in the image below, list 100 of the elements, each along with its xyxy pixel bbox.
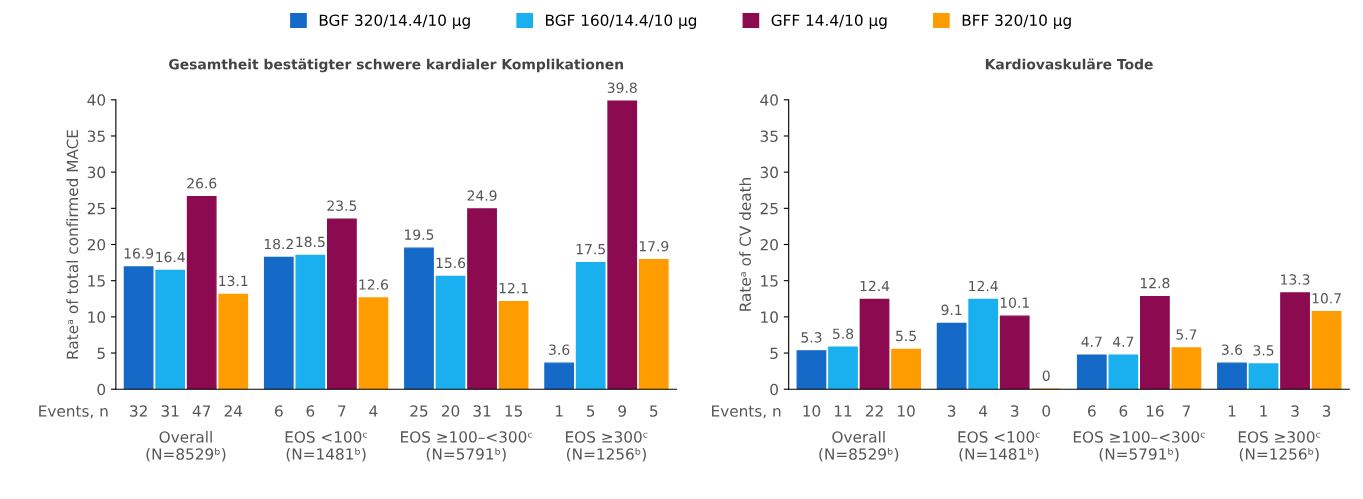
y-tick-label: 40: [87, 94, 106, 106]
text: 1: [1260, 405, 1267, 417]
y-tick-label: 10: [88, 311, 106, 323]
x-tick-label: EOS <100ᶜ (N=1481ᵇ): [958, 431, 1040, 462]
y-tick-label: 25: [87, 202, 105, 215]
text: 24: [224, 405, 243, 417]
text: 6: [1088, 405, 1096, 417]
legend-label: GFF 14.4/10 µg: [771, 14, 887, 29]
legend-label: BGF 320/14.4/10 µg: [319, 14, 470, 29]
bar: [1248, 363, 1279, 390]
bar: [326, 218, 357, 390]
y-tick-label: 20: [760, 238, 778, 251]
data-label: 23.5: [327, 200, 357, 211]
y-tick-label: 35: [87, 130, 105, 142]
data-label: 16.9: [124, 248, 154, 259]
bar: [891, 348, 921, 390]
data-label: 12.6: [359, 279, 389, 290]
text: 4: [369, 405, 378, 417]
data-label: 5.8: [833, 328, 854, 340]
data-label: 10.1: [1000, 297, 1029, 308]
text: 6: [306, 405, 315, 417]
data-label: 18.5: [296, 236, 325, 248]
x-tick-label: EOS ≥100–<300ᶜ (N=5791ᵇ): [401, 431, 533, 462]
bar: [1311, 311, 1342, 390]
text: 10: [803, 405, 821, 417]
text: 16: [1146, 405, 1164, 417]
bar: [1217, 362, 1247, 390]
text: 4: [979, 405, 988, 417]
chart-title: Kardiovaskuläre Tode: [985, 58, 1153, 70]
data-label: 12.1: [499, 282, 528, 294]
bar: [1108, 354, 1139, 390]
bar: [999, 315, 1030, 390]
text: 6: [1119, 405, 1128, 417]
data-label: 13.1: [219, 275, 248, 287]
text: 11: [834, 405, 852, 417]
y-tick-label: 15: [88, 275, 105, 287]
x-tick-label: EOS <100ᶜ (N=1481ᵇ): [285, 431, 368, 462]
y-tick-label: 40: [760, 94, 778, 106]
bar: [544, 362, 575, 390]
text: 20: [441, 405, 460, 417]
text: 0: [1042, 405, 1051, 417]
text: 3: [1291, 405, 1299, 417]
bar: [155, 269, 186, 390]
text: 5: [587, 405, 595, 417]
y-tick-label: 0: [97, 383, 106, 396]
bar: [1139, 295, 1170, 390]
y-tick-label: 5: [97, 347, 105, 360]
text: 3: [947, 405, 956, 417]
y-axis-title: Rateᵃ of CV death: [739, 178, 751, 311]
bar: [404, 247, 434, 390]
data-label: 5.7: [1176, 329, 1197, 340]
data-label: 12.8: [1140, 277, 1170, 289]
data-label: 26.6: [187, 178, 217, 189]
text: 3: [1322, 405, 1331, 417]
y-tick-label: 20: [87, 238, 106, 251]
text: 15: [505, 405, 522, 417]
bar: [1076, 354, 1107, 390]
data-label: 4.7: [1112, 336, 1134, 347]
text: 25: [410, 405, 428, 417]
data-label: 19.5: [405, 229, 434, 240]
data-label: 5.5: [896, 330, 916, 342]
data-label: 18.2: [264, 238, 293, 250]
data-label: 24.9: [467, 190, 497, 201]
data-label: 15.6: [436, 257, 466, 269]
text: 31: [473, 405, 491, 417]
x-tick-label: Overall (N=8529ᵇ): [819, 430, 899, 462]
x-tick-label: Overall (N=8529ᵇ): [146, 430, 226, 462]
data-label: 13.3: [1281, 274, 1310, 285]
bar: [607, 100, 638, 390]
bar: [358, 297, 389, 390]
text: 1: [1228, 405, 1236, 417]
y-tick-label: 10: [761, 311, 778, 323]
y-tick-label: 25: [760, 202, 778, 215]
x-tick-label: EOS ≥100–<300ᶜ (N=5791ᵇ): [1073, 431, 1205, 462]
bar: [828, 346, 858, 390]
bar: [295, 254, 326, 390]
data-label: 5.3: [801, 332, 822, 343]
bar: [1280, 292, 1310, 390]
bar: [575, 261, 606, 390]
data-label: 12.4: [860, 280, 890, 292]
text: Events, n: [39, 405, 108, 419]
bar: [263, 256, 294, 390]
text: 6: [275, 405, 283, 417]
y-tick-label: 0: [770, 383, 778, 396]
legend-label: BGF 160/14.4/10 µg: [546, 14, 697, 29]
text: 10: [898, 405, 915, 417]
text: 3: [1011, 405, 1019, 417]
text: 31: [161, 405, 179, 417]
text: 7: [338, 405, 346, 417]
bar: [638, 259, 669, 390]
data-label: 3.6: [549, 344, 570, 355]
y-tick-label: 30: [87, 166, 106, 179]
chart-title: Gesamtheit bestätigter schwere kardialer Komplikationen: [169, 58, 623, 73]
bar: [435, 275, 466, 390]
bar: [186, 196, 217, 390]
data-label: 9.1: [941, 304, 962, 316]
x-tick-label: EOS ≥300ᶜ (N=1256ᵇ): [1238, 431, 1321, 462]
text: 1: [555, 405, 563, 417]
data-label: 3.6: [1221, 344, 1243, 355]
text: 7: [1182, 405, 1190, 417]
